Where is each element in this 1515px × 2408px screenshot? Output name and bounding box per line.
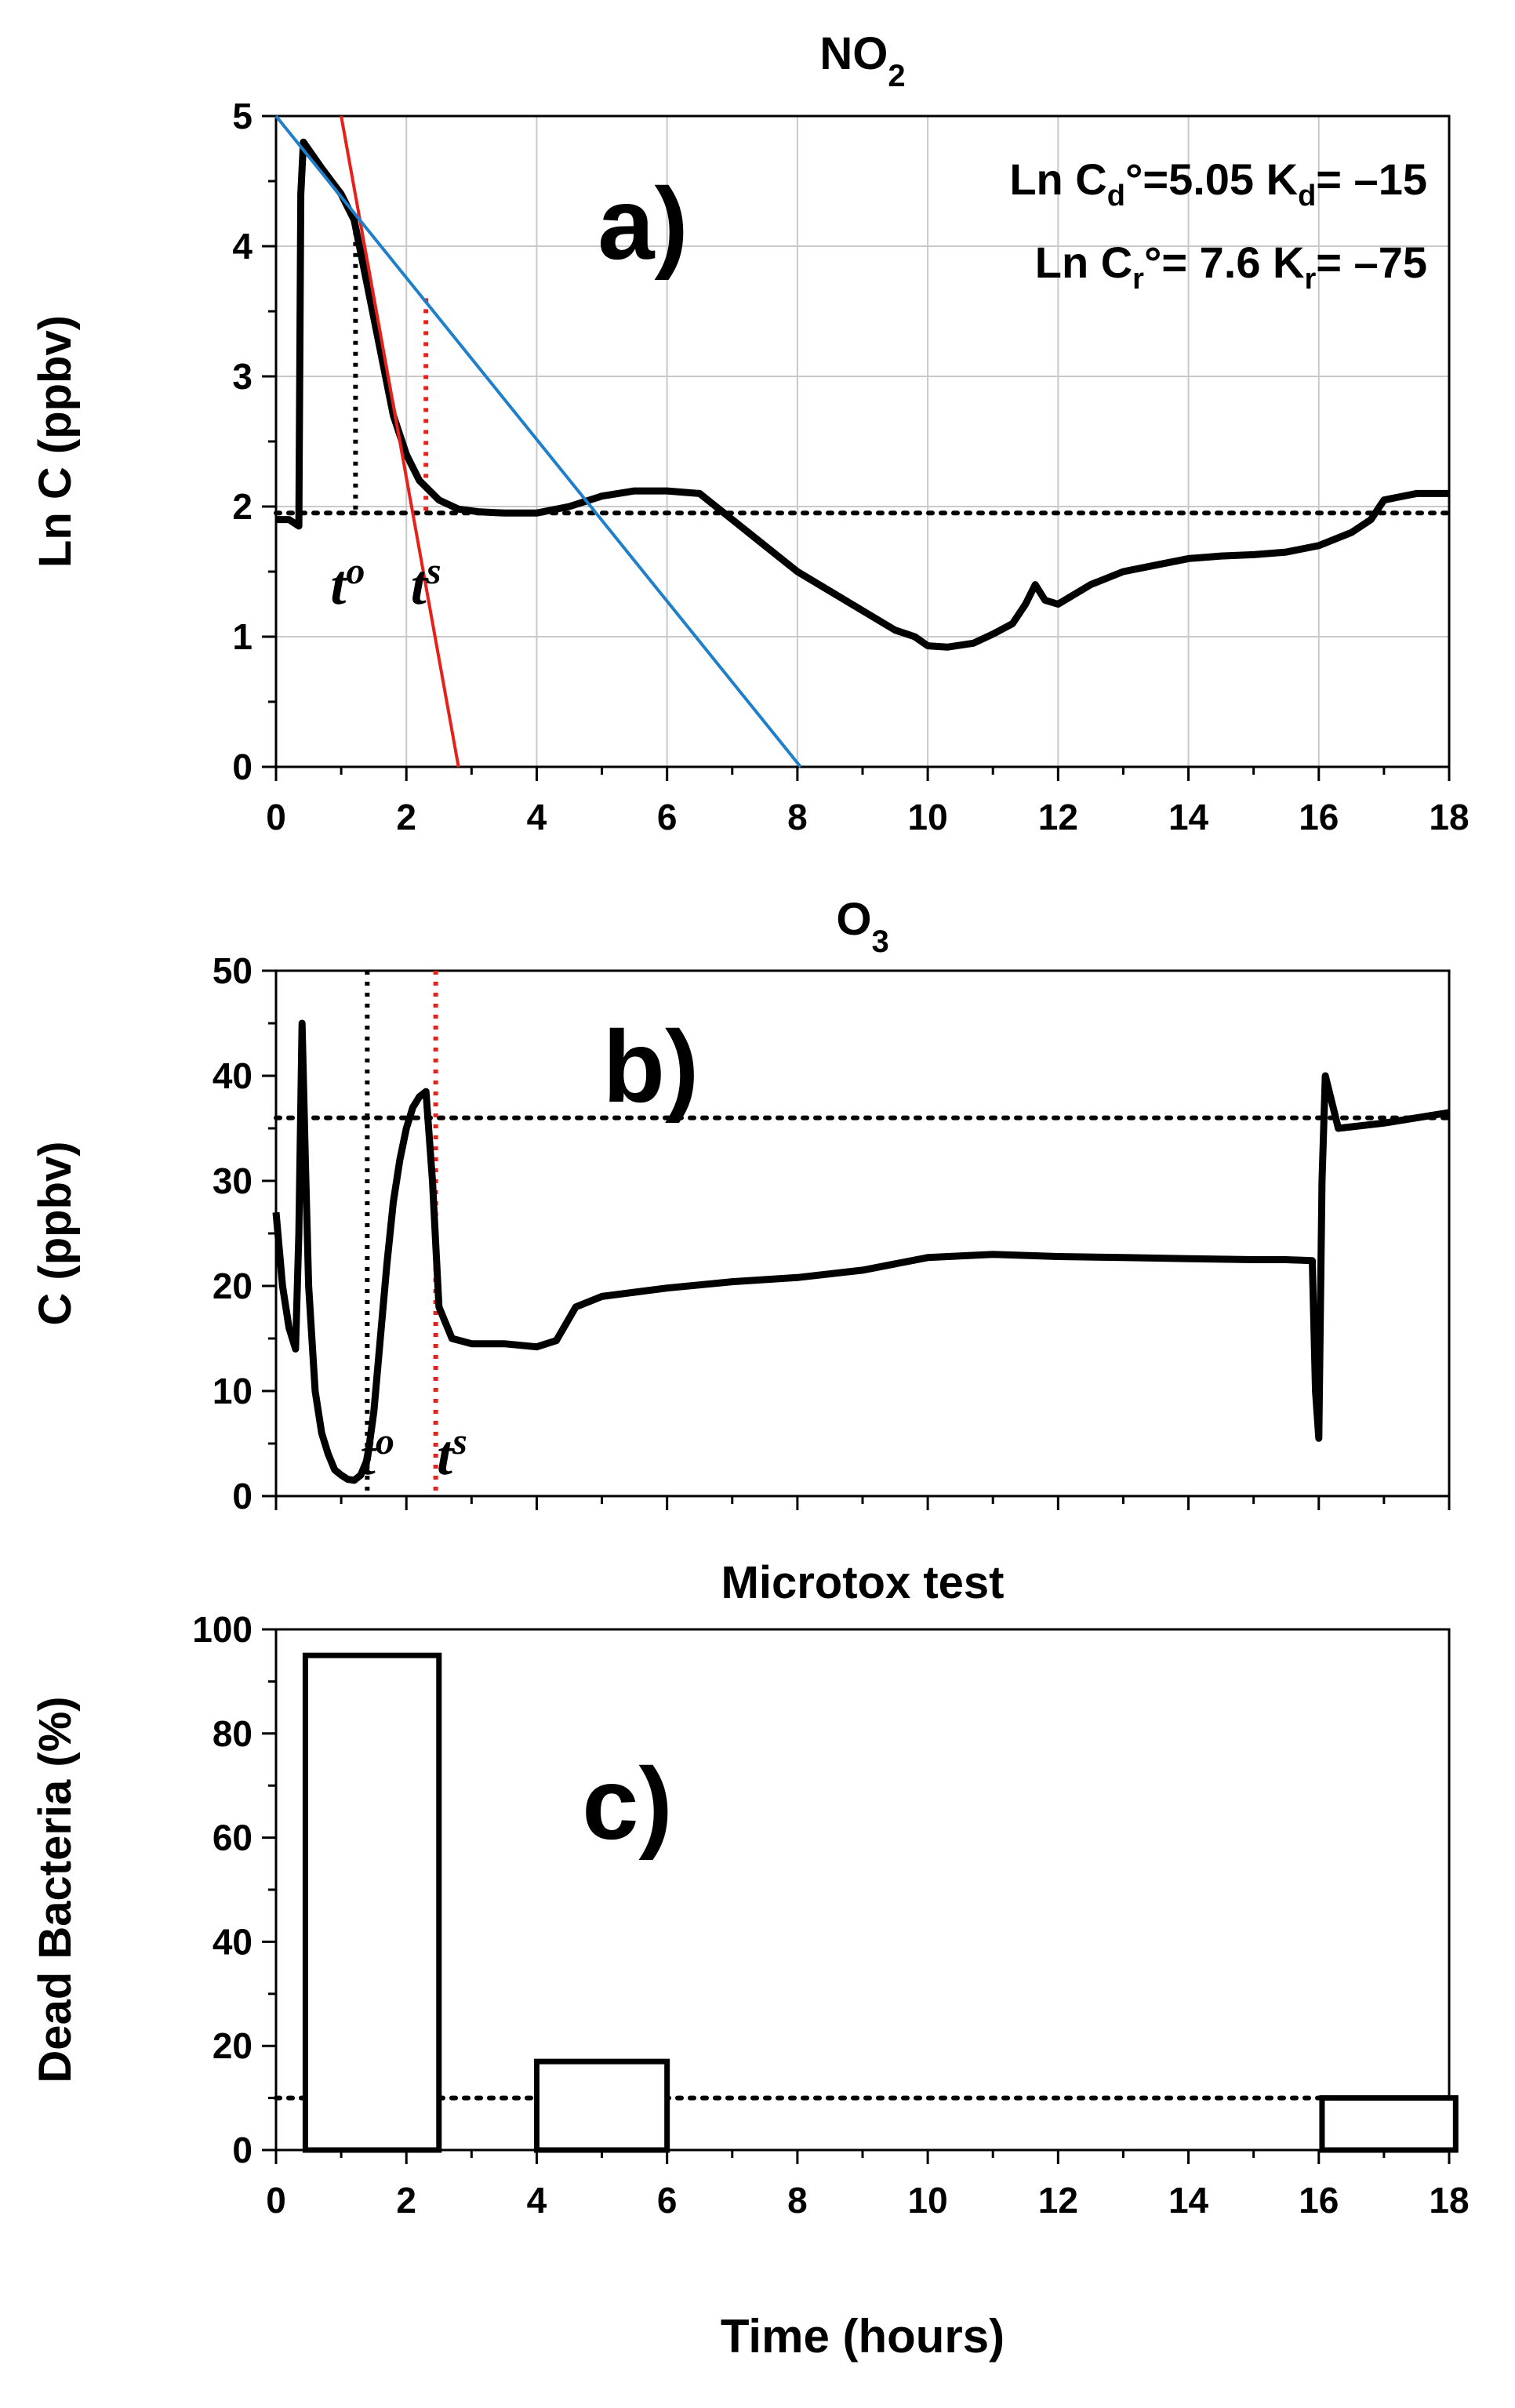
y-tick-marks [262, 969, 276, 1498]
measured-series [272, 1019, 1450, 1484]
y-tick-label: 40 [213, 1055, 252, 1096]
t-label: to [360, 1421, 394, 1487]
fit-annotation: Ln Cd°=5.05 Kd= –15 [1009, 154, 1427, 212]
y-tick-label: 100 [192, 1609, 252, 1650]
y-tick-label: 2 [232, 486, 252, 527]
gridlines [276, 116, 1449, 767]
y-tick-label: 40 [213, 1921, 252, 1962]
x-tick-label: 12 [1038, 797, 1078, 837]
x-tick-label: 16 [1299, 2180, 1339, 2221]
x-tick-label: 8 [787, 2180, 808, 2221]
y-tick-label: 80 [213, 1713, 252, 1754]
bar [533, 2058, 670, 2153]
panel-label: b) [603, 1009, 699, 1124]
x-tick-label: 14 [1168, 797, 1209, 837]
panel-c: 0 2 4 6 8 10 12 14 16 18 0 20 40 60 80 100 Microtox test… [30, 1557, 1470, 2363]
y-tick-marks [262, 1628, 276, 2152]
x-tick-label: 4 [527, 2180, 547, 2221]
y-tick-label: 5 [232, 96, 252, 136]
x-tick-label: 18 [1429, 2180, 1469, 2221]
x-tick-label: 8 [787, 797, 808, 837]
bar [302, 1652, 442, 2153]
x-tick-label: 2 [396, 2180, 416, 2221]
x-tick-label: 6 [657, 797, 678, 837]
fit-line [274, 114, 802, 768]
plot-frame [274, 969, 1451, 1498]
fit-annotation: Ln Cr°= 7.6 Kr= –75 [1035, 238, 1427, 296]
fit-line [340, 115, 460, 768]
y-tick-label: 3 [232, 356, 252, 397]
plot-frame [274, 114, 1451, 768]
panel-label: c) [582, 1746, 673, 1861]
t-label: ts [437, 1421, 467, 1487]
x-tick-label: 10 [908, 797, 948, 837]
y-axis-label: Ln C (ppbv) [30, 315, 81, 568]
measured-series [276, 138, 1449, 651]
y-tick-label: 30 [213, 1160, 252, 1201]
x-tick-marks [274, 2150, 1451, 2164]
chart-title: Microtox test [721, 1557, 1005, 1608]
panel-label: a) [598, 166, 688, 281]
y-tick-label: 10 [213, 1371, 252, 1411]
x-tick-label: 0 [266, 2180, 286, 2221]
y-axis-label: C (ppbv) [30, 1141, 81, 1325]
y-tick-label: 50 [213, 950, 252, 991]
plot-frame [274, 1628, 1451, 2152]
x-tick-label: 12 [1038, 2180, 1078, 2221]
x-tick-label: 4 [527, 797, 547, 837]
x-tick-label: 0 [266, 797, 286, 837]
y-tick-marks [262, 114, 276, 768]
x-tick-marks [274, 767, 1451, 781]
y-tick-label: 20 [213, 2025, 252, 2066]
y-axis-label: Dead Bacteria (%) [30, 1696, 81, 2083]
y-tick-label: 4 [232, 226, 252, 267]
x-tick-label: 16 [1299, 797, 1339, 837]
chart-title: NO2 [819, 28, 905, 93]
t-label: ts [411, 550, 441, 617]
x-tick-label: 10 [908, 2180, 948, 2221]
x-tick-marks [274, 1496, 1451, 1510]
y-tick-label: 60 [213, 1818, 252, 1858]
y-tick-label: 0 [232, 2130, 252, 2170]
x-tick-label: 2 [396, 797, 416, 837]
bar [1319, 2095, 1459, 2153]
y-tick-label: 0 [232, 746, 252, 787]
panel-b: 0 10 20 30 40 50 O3 C (ppbv) to ts b) [30, 894, 1451, 1516]
y-tick-label: 0 [232, 1476, 252, 1516]
x-axis-label: Time (hours) [721, 2310, 1005, 2363]
chart-title: O3 [836, 894, 888, 959]
x-tick-label: 6 [657, 2180, 678, 2221]
y-tick-label: 20 [213, 1266, 252, 1306]
x-tick-label: 18 [1429, 797, 1469, 837]
x-tick-label: 14 [1168, 2180, 1209, 2221]
y-tick-label: 1 [232, 616, 252, 657]
t-label: to [330, 550, 365, 617]
